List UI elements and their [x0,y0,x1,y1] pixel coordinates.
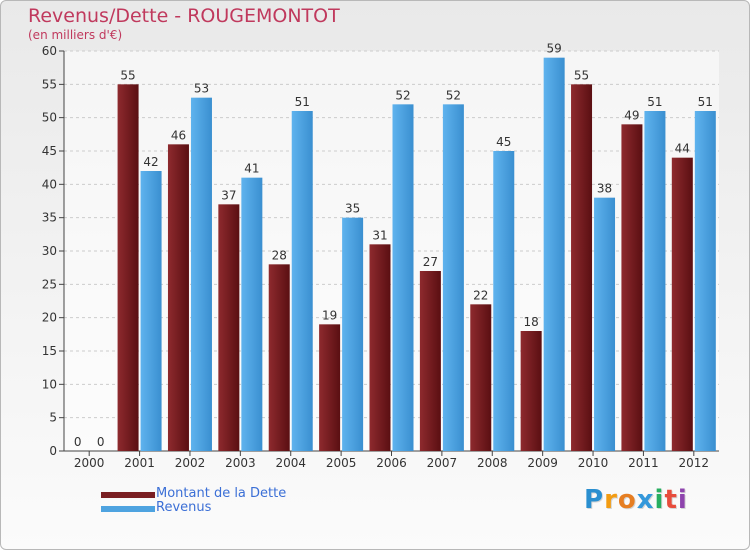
y-tick-label: 40 [42,177,57,191]
legend-label-dette: Montant de la Dette [156,486,287,501]
data-label-dette-2007: 27 [423,255,438,269]
bar-dette-2004 [268,264,290,451]
bar-revenus-2001 [140,171,162,451]
x-tick-label: 2010 [578,456,609,470]
x-tick-label: 2011 [628,456,659,470]
data-label-dette-2000: 0 [74,435,82,449]
data-label-revenus-2000: 0 [97,435,105,449]
data-label-revenus-2005: 35 [345,202,360,216]
bar-revenus-2008 [493,151,515,451]
data-label-dette-2012: 44 [675,142,690,156]
logo-letter: i [677,485,688,515]
data-label-dette-2001: 55 [120,68,135,82]
bar-revenus-2005 [342,217,364,451]
x-tick-label: 2004 [275,456,306,470]
y-tick-label: 30 [42,244,57,258]
data-label-dette-2006: 31 [372,228,387,242]
legend-swatch-dette [101,492,155,498]
bar-revenus-2009 [543,57,565,452]
data-label-revenus-2012: 51 [698,95,713,109]
chart-title: Revenus/Dette - ROUGEMONTOT [28,5,340,27]
x-tick-label: 2005 [326,456,357,470]
logo-letter: i [654,485,665,515]
data-label-revenus-2009: 59 [547,42,562,56]
data-label-revenus-2006: 52 [395,88,410,102]
logo-letter: t [664,485,678,515]
y-tick-label: 10 [42,377,57,391]
bar-revenus-2003 [241,177,263,451]
data-label-dette-2004: 28 [272,248,287,262]
chart-subtitle: (en milliers d'€) [28,28,123,42]
data-label-revenus-2003: 41 [244,162,259,176]
logo-letter: x [636,485,655,515]
bar-dette-2006 [369,244,391,451]
data-label-revenus-2004: 51 [295,95,310,109]
x-tick-label: 2003 [225,456,256,470]
bar-dette-2011 [621,124,643,451]
y-tick-label: 25 [42,277,57,291]
y-tick-label: 60 [42,44,57,58]
x-tick-label: 2008 [477,456,508,470]
legend-swatch-revenus [101,506,155,512]
data-label-dette-2008: 22 [473,288,488,302]
bar-revenus-2004 [291,111,313,451]
x-tick-label: 2000 [74,456,105,470]
x-tick-label: 2001 [124,456,155,470]
data-label-dette-2002: 46 [171,128,186,142]
data-label-dette-2011: 49 [624,108,639,122]
x-tick-label: 2009 [527,456,558,470]
x-tick-label: 2006 [376,456,407,470]
data-label-revenus-2002: 53 [194,82,209,96]
bar-dette-2003 [218,204,240,451]
bar-dette-2001 [117,84,139,451]
data-label-dette-2010: 55 [574,68,589,82]
y-tick-label: 45 [42,144,57,158]
proxiti-logo: Proxiti [584,485,688,515]
bar-dette-2010 [571,84,593,451]
logo-letter: o [617,485,637,515]
legend-label-revenus: Revenus [156,500,212,515]
data-label-dette-2009: 18 [524,315,539,329]
x-tick-label: 2012 [679,456,710,470]
bar-dette-2012 [671,157,693,451]
x-tick-label: 2002 [175,456,206,470]
bar-dette-2007 [419,271,441,451]
y-tick-label: 35 [42,211,57,225]
y-tick-label: 15 [42,344,57,358]
bar-revenus-2010 [594,197,616,451]
y-tick-label: 55 [42,77,57,91]
y-tick-label: 50 [42,111,57,125]
y-tick-label: 20 [42,311,57,325]
bar-revenus-2002 [190,97,212,452]
data-label-revenus-2008: 45 [496,135,511,149]
logo-letter: r [604,485,618,515]
bar-revenus-2011 [644,111,666,451]
bar-revenus-2007 [442,104,464,451]
bar-dette-2009 [520,331,542,451]
data-label-dette-2005: 19 [322,308,337,322]
x-tick-label: 2007 [427,456,458,470]
y-tick-label: 0 [49,444,57,458]
bar-dette-2002 [167,144,189,452]
y-tick-label: 5 [49,411,57,425]
bar-revenus-2006 [392,104,414,451]
data-label-revenus-2001: 42 [143,155,158,169]
bar-dette-2008 [470,304,492,451]
data-label-revenus-2010: 38 [597,182,612,196]
data-label-revenus-2011: 51 [647,95,662,109]
data-label-revenus-2007: 52 [446,88,461,102]
bar-dette-2005 [319,324,341,451]
bar-revenus-2012 [694,111,716,451]
data-label-dette-2003: 37 [221,188,236,202]
logo-letter: P [584,485,605,515]
